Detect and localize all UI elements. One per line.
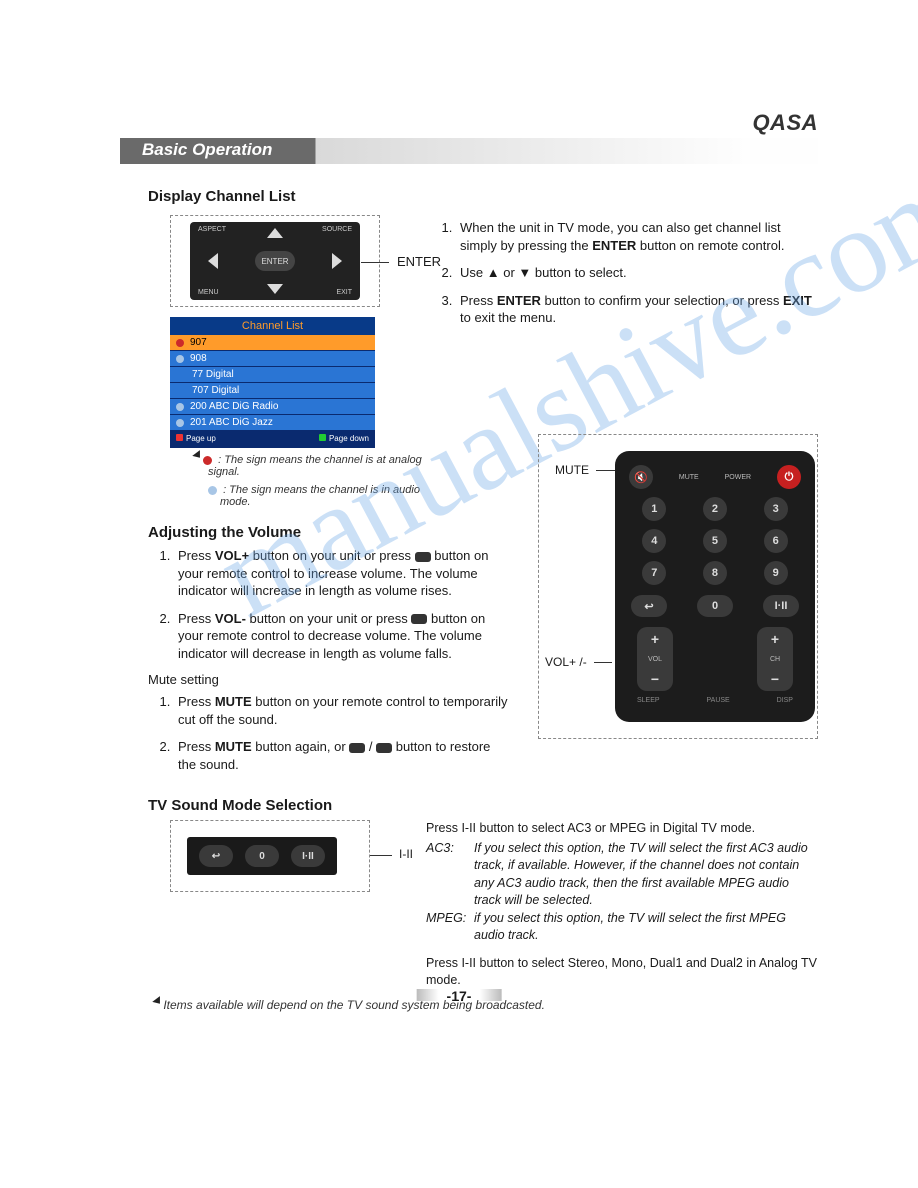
number-button: 1 (642, 497, 666, 521)
oval-button: I·II (763, 595, 799, 617)
remote-bottom-label: SLEEP (637, 697, 660, 704)
oval-button: 0 (697, 595, 733, 617)
step-2: Use ▲ or ▼ button to select. (456, 264, 818, 282)
remote-bottom-label: PAUSE (707, 697, 730, 704)
mute-label: MUTE (679, 474, 699, 481)
mute-step-2: Press MUTE button again, or / button to … (174, 738, 512, 773)
ac3-note: AC3: If you select this option, the TV w… (426, 840, 818, 910)
channel-list-steps: When the unit in TV mode, you can also g… (456, 219, 818, 327)
arrow-down-icon (267, 284, 283, 294)
mute-step-1: Press MUTE button on your remote control… (174, 693, 512, 728)
callout-mute: MUTE (555, 463, 589, 477)
vol-plus-icon (415, 552, 431, 562)
callout-line (370, 855, 392, 856)
oval-button: ↩ (631, 595, 667, 617)
number-button: 3 (764, 497, 788, 521)
power-label: POWER (725, 474, 751, 481)
remote-navpad: ASPECT SOURCE MENU EXIT ENTER (190, 222, 360, 300)
navpad-source-label: SOURCE (322, 226, 352, 233)
manual-page: QASA Basic Operation manualshive.com Dis… (0, 0, 918, 1042)
mute-steps: Press MUTE button on your remote control… (174, 693, 512, 773)
navpad-enter-button: ENTER (255, 251, 295, 271)
navpad-exit-label: EXIT (336, 289, 352, 296)
power-button: ⏻ (777, 465, 801, 489)
number-button: 6 (764, 529, 788, 553)
analog-icon (203, 456, 212, 465)
audio-icon (208, 486, 217, 495)
iii-oval-button: 0 (245, 845, 279, 867)
number-button: 2 (703, 497, 727, 521)
mpeg-note: MPEG: if you select this option, the TV … (426, 910, 818, 945)
callout-line (594, 662, 612, 663)
arrow-right-icon (332, 253, 342, 269)
osd-channel-row: 201 ABC DiG Jazz (170, 415, 375, 431)
bottom-row-buttons: ↩ 0 I·II (631, 595, 799, 617)
number-button: 9 (764, 561, 788, 585)
vol-step-2: Press VOL- button on your unit or press … (174, 610, 512, 663)
section-header-title: Basic Operation (142, 140, 272, 160)
remote-navpad-figure: ASPECT SOURCE MENU EXIT ENTER ENTER (170, 215, 380, 307)
osd-channel-row: 907 (170, 335, 375, 351)
osd-page-up: Page up (176, 434, 216, 443)
vol-pill2-icon (376, 743, 392, 753)
osd-channel-list: Channel List 90790877 Digital707 Digital… (170, 317, 375, 448)
number-pad: 1 2 3 4 5 6 7 8 9 (633, 497, 797, 585)
callout-vol: VOL+ /- (545, 655, 587, 669)
callout-enter: ENTER (397, 254, 441, 269)
remote-control-figure: MUTE VOL+ /- 🔇 MUTE POWER ⏻ 1 2 3 4 5 6 7 8 9 ↩ 0… (538, 434, 818, 739)
arrow-left-icon (208, 253, 218, 269)
navpad-menu-label: MENU (198, 289, 219, 296)
sound-para-1: Press I-II button to select AC3 or MPEG … (426, 820, 818, 838)
sound-para-2: Press I-II button to select Stereo, Mono… (426, 955, 818, 990)
heading-adjusting-volume: Adjusting the Volume (148, 524, 512, 541)
number-button: 8 (703, 561, 727, 585)
step-3: Press ENTER button to confirm your selec… (456, 292, 818, 327)
osd-channel-row: 707 Digital (170, 383, 375, 399)
iii-oval-button: I·II (291, 845, 325, 867)
volume-steps: Press VOL+ button on your unit or press … (174, 547, 512, 662)
section-header-bar: Basic Operation (120, 138, 818, 164)
callout-line (361, 262, 389, 263)
number-button: 5 (703, 529, 727, 553)
channel-rocker: +CH− (757, 627, 793, 691)
heading-mute-setting: Mute setting (148, 672, 512, 687)
remote-bottom-label: DISP (777, 697, 793, 704)
vol-pill-icon (349, 743, 365, 753)
bottom-labels: SLEEP PAUSE DISP (637, 697, 793, 704)
number-button: 7 (642, 561, 666, 585)
osd-channel-row: 200 ABC DiG Radio (170, 399, 375, 415)
remote-control: 🔇 MUTE POWER ⏻ 1 2 3 4 5 6 7 8 9 ↩ 0 I·II +VOL− +C… (615, 451, 815, 722)
iii-figure: ↩0I·II I-II (170, 820, 370, 892)
step-1: When the unit in TV mode, you can also g… (456, 219, 818, 254)
osd-title: Channel List (170, 317, 375, 335)
legend-analog: : The sign means the channel is at analo… (208, 454, 430, 478)
heading-sound-mode: TV Sound Mode Selection (148, 797, 818, 814)
callout-iii: I-II (399, 847, 413, 861)
number-button: 4 (642, 529, 666, 553)
iii-oval-button: ↩ (199, 845, 233, 867)
vol-minus-icon (411, 614, 427, 624)
osd-channel-row: 908 (170, 351, 375, 367)
volume-rocker: +VOL− (637, 627, 673, 691)
osd-channel-row: 77 Digital (170, 367, 375, 383)
iii-button-strip: ↩ 0 I·II (187, 837, 337, 875)
arrow-up-icon (267, 228, 283, 238)
legend-audio: : The sign means the channel is in audio… (220, 484, 430, 508)
mute-button: 🔇 (629, 465, 653, 489)
osd-page-down: Page down (319, 434, 369, 443)
heading-display-channel-list: Display Channel List (148, 188, 818, 205)
brand-logo: QASA (752, 110, 818, 136)
page-number: -17- (417, 988, 502, 1004)
vol-step-1: Press VOL+ button on your unit or press … (174, 547, 512, 600)
navpad-aspect-label: ASPECT (198, 226, 226, 233)
